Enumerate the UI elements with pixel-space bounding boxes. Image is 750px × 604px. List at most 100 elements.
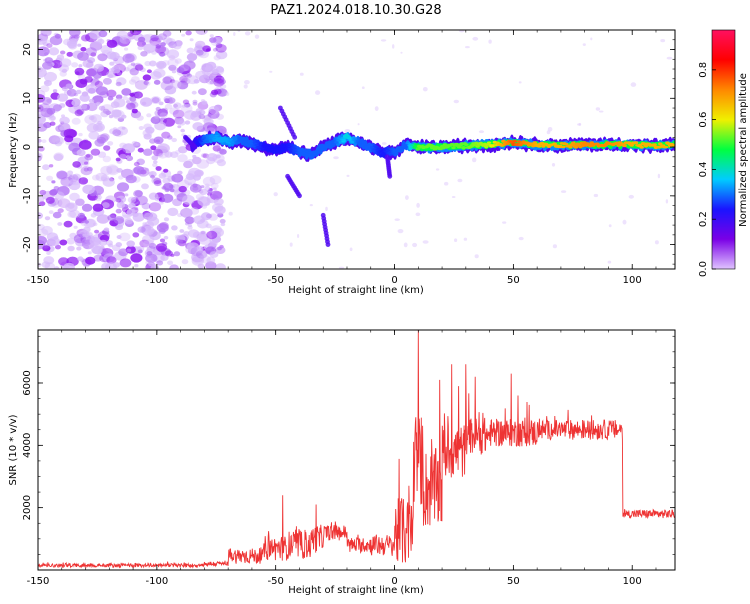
noise-blob — [78, 140, 92, 150]
noise-blob — [163, 168, 169, 173]
noise-blob — [107, 214, 116, 222]
noise-blob — [213, 197, 224, 206]
noise-blob — [133, 161, 140, 167]
noise-blob — [106, 164, 119, 174]
noise-blob — [44, 57, 53, 64]
noise-blob — [215, 43, 223, 49]
signal-cell — [368, 144, 373, 147]
snr-ytick-label: 6000 — [22, 370, 33, 395]
noise-blob — [91, 246, 103, 255]
noise-blob — [98, 30, 108, 38]
noise-blob — [115, 242, 123, 248]
noise-blob — [137, 226, 146, 233]
signal-cell — [475, 145, 480, 148]
noise-blob — [215, 44, 227, 53]
noise-blob — [92, 95, 104, 105]
noise-blob — [155, 44, 161, 49]
noise-blob — [119, 153, 127, 160]
noise-blob — [209, 80, 214, 85]
noise-blob — [108, 74, 114, 78]
signal-spur — [297, 193, 302, 199]
noise-blob — [85, 256, 96, 265]
noise-blob — [76, 246, 82, 251]
noise-blob — [472, 36, 479, 41]
noise-blob — [79, 159, 90, 167]
noise-blob — [142, 222, 147, 226]
noise-blob — [198, 112, 203, 116]
spectrogram-ytick-label: 0 — [22, 144, 33, 150]
noise-blob — [77, 43, 82, 47]
noise-blob — [454, 238, 458, 242]
noise-blob — [177, 154, 188, 163]
noise-blob — [193, 255, 199, 260]
signal-cell — [203, 140, 208, 142]
noise-blob — [163, 235, 169, 240]
snr-xtick-label: 50 — [507, 576, 520, 587]
noise-blob — [139, 239, 150, 248]
noise-blob — [488, 39, 492, 44]
noise-blob — [153, 136, 164, 145]
noise-blob — [382, 142, 387, 145]
noise-blob — [162, 30, 172, 37]
noise-blob — [192, 156, 202, 165]
noise-blob — [96, 214, 110, 224]
noise-blob — [219, 218, 226, 224]
noise-blob — [87, 57, 96, 64]
noise-blob — [199, 230, 207, 236]
noise-blob — [150, 116, 161, 124]
noise-blob — [106, 256, 117, 265]
noise-blob — [126, 102, 136, 110]
noise-blob — [144, 167, 149, 171]
noise-blob — [137, 167, 150, 177]
noise-blob — [118, 175, 124, 180]
noise-blob — [48, 210, 54, 215]
noise-blob — [169, 107, 179, 115]
noise-blob — [194, 169, 204, 177]
noise-blob — [141, 183, 149, 190]
noise-blob — [87, 166, 93, 172]
noise-blob — [38, 111, 42, 117]
noise-blob — [97, 65, 104, 70]
noise-blob — [41, 97, 52, 105]
signal-cell — [283, 148, 288, 150]
noise-blob — [184, 102, 191, 108]
noise-blob — [66, 51, 74, 57]
noise-blob — [254, 34, 260, 39]
noise-blob — [69, 192, 80, 201]
noise-blob — [60, 50, 66, 55]
noise-blob — [201, 99, 205, 102]
noise-blob — [209, 240, 218, 247]
noise-blob — [206, 256, 216, 264]
noise-blob — [78, 132, 83, 137]
noise-blob — [164, 103, 173, 110]
noise-blob — [180, 207, 193, 218]
colorbar: 0.0 0.2 0.4 0.6 0.8 Normalized spectral ampl… — [698, 29, 749, 277]
noise-blob — [38, 142, 41, 147]
noise-blob — [74, 109, 84, 117]
noise-blob — [148, 242, 157, 249]
noise-blob — [90, 83, 95, 87]
signal-cell — [461, 146, 466, 150]
noise-blob — [186, 75, 199, 85]
noise-blob — [143, 43, 156, 53]
noise-blob — [59, 116, 70, 125]
noise-blob — [82, 233, 87, 237]
snr-xtick-label: 100 — [623, 576, 642, 587]
noise-blob — [78, 177, 89, 185]
noise-blob — [228, 211, 233, 216]
signal-cell — [397, 149, 402, 152]
snr-ytick-label: 4000 — [22, 433, 33, 458]
noise-blob — [106, 165, 120, 176]
noise-blob — [196, 171, 203, 176]
noise-blob — [150, 96, 161, 105]
noise-blob — [171, 173, 184, 183]
signal-cell — [347, 137, 352, 139]
spectrogram-ytick-label: 20 — [22, 43, 33, 56]
noise-blob — [215, 263, 226, 269]
noise-blob — [94, 80, 103, 88]
noise-blob — [67, 170, 74, 176]
noise-blob — [183, 231, 190, 236]
noise-blob — [195, 43, 203, 49]
noise-blob — [81, 34, 91, 42]
